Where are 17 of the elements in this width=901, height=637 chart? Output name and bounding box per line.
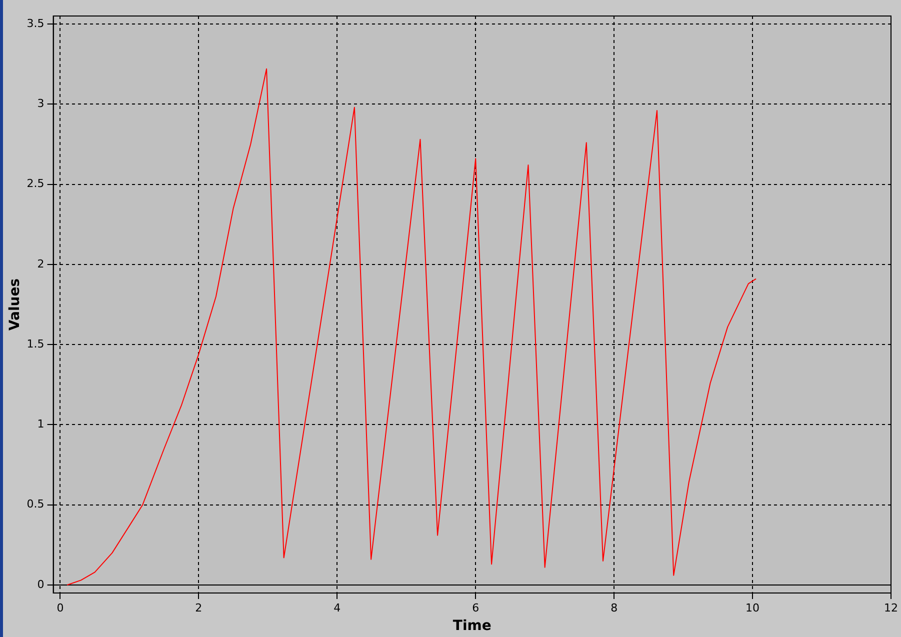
y-tick-label: 2: [37, 257, 44, 270]
x-tick-label: 4: [334, 601, 341, 614]
x-tick-label: 8: [610, 601, 618, 614]
x-axis-title: Time: [452, 618, 492, 634]
y-tick-label: 0: [37, 578, 44, 591]
y-tick-label: 0.5: [26, 498, 44, 511]
x-tick-label: 6: [472, 601, 480, 614]
x-tick-label: 10: [746, 601, 760, 614]
y-tick-label: 3: [37, 97, 44, 110]
x-tick-label: 12: [884, 601, 898, 614]
y-tick-label: 3.5: [26, 16, 44, 30]
y-tick-label: 2.5: [26, 177, 44, 190]
x-tick-label: 2: [195, 601, 202, 614]
y-axis-title: Values: [7, 278, 24, 331]
x-tick-label: 0: [56, 601, 64, 614]
y-tick-label: 1.5: [26, 337, 44, 350]
y-tick-label: 1: [37, 418, 44, 431]
